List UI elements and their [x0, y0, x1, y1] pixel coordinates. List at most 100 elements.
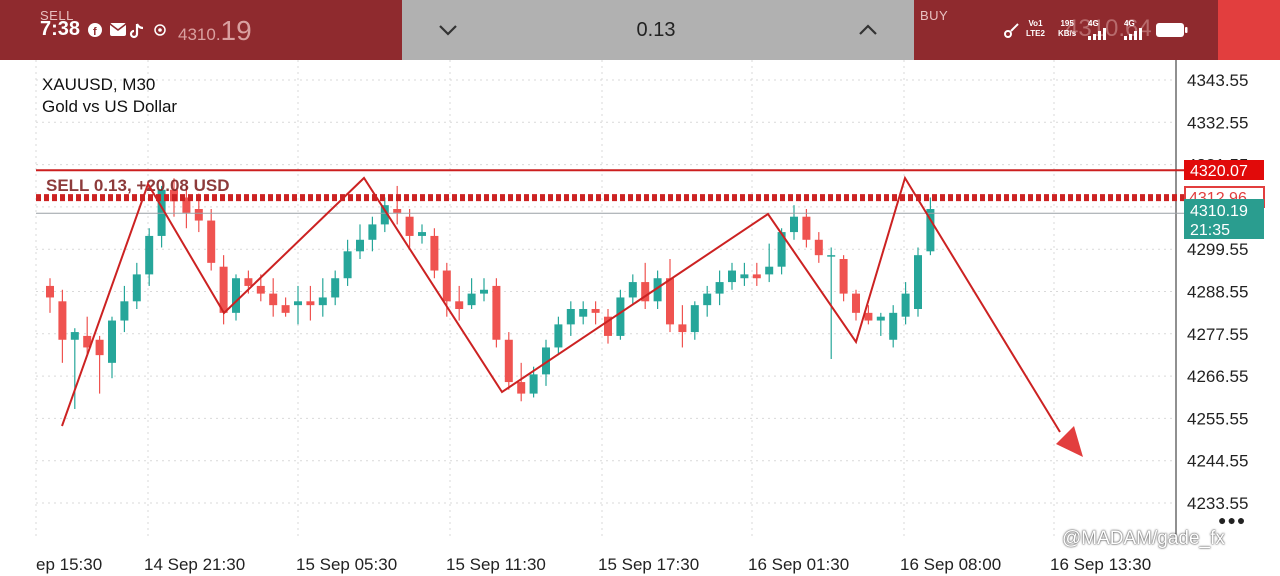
candle-body	[356, 239, 364, 252]
watermark: @MADAM/gade_fx	[1062, 528, 1225, 549]
resistance-tag-bg	[1184, 160, 1264, 180]
candle-body	[405, 216, 414, 236]
resistance-price-tag: 4320.07	[1190, 163, 1248, 180]
volume-selector	[402, 0, 914, 60]
candle-body	[926, 209, 935, 252]
tiktok-icon	[129, 23, 144, 39]
zigzag-drawing[interactable]	[61, 175, 1061, 433]
bar-countdown: 21:35	[1190, 222, 1230, 239]
price-axis-label: 4332.55	[1187, 113, 1248, 132]
candle-body	[765, 266, 774, 275]
candle-body	[294, 301, 302, 306]
candle-body	[108, 320, 116, 363]
candle-body	[666, 278, 674, 325]
candle-body	[529, 374, 538, 394]
volume-value[interactable]: 0.13	[636, 19, 676, 41]
candle-body	[752, 274, 761, 279]
candle-body	[256, 285, 265, 294]
candle-body	[368, 224, 377, 240]
candle-body	[232, 278, 240, 313]
volume-increase-button[interactable]	[848, 14, 888, 46]
settings-icon	[154, 24, 166, 36]
candle-body	[331, 278, 340, 298]
price-axis-label: 4244.55	[1187, 452, 1248, 471]
battery-icon	[1156, 23, 1188, 37]
price-axis-label: 4266.55	[1187, 367, 1248, 386]
status-icons: f	[88, 23, 166, 39]
buy-price: 4310.64	[1065, 15, 1152, 42]
signal-icon-2	[1124, 28, 1142, 40]
candle-body	[219, 266, 228, 313]
candle-body	[914, 255, 922, 309]
price-axis-label: 4277.55	[1187, 325, 1248, 344]
time-axis-label: 16 Sep 01:30	[748, 555, 849, 574]
time-axis-label: 15 Sep 05:30	[296, 555, 397, 574]
candle-body	[715, 282, 724, 294]
candle-body	[244, 278, 253, 286]
price-axis-label: 4288.55	[1187, 283, 1248, 302]
signal-4g-label-2: 4G	[1124, 19, 1135, 28]
sell-button[interactable]	[0, 0, 402, 60]
candle-body	[46, 285, 54, 298]
buy-button-edge[interactable]	[1218, 0, 1280, 60]
candle-body	[145, 235, 154, 275]
sell-price-main: 4310.	[178, 25, 221, 44]
sell-price: 4310.19	[178, 15, 252, 47]
candle-body	[852, 293, 860, 313]
candle-body	[480, 289, 488, 294]
candle-body	[554, 324, 563, 348]
candle-body	[207, 220, 216, 263]
time-axis-label: 16 Sep 13:30	[1050, 555, 1151, 574]
candle-body	[318, 297, 327, 306]
candle-body	[281, 305, 290, 313]
candle-body	[839, 259, 848, 294]
candle-body	[901, 293, 910, 317]
facebook-icon	[88, 23, 102, 37]
candle-body	[678, 324, 687, 333]
signal-4g-label-1: 4G	[1088, 19, 1099, 28]
candle-body	[728, 270, 736, 283]
candle-body	[343, 251, 352, 279]
svg-text:f: f	[93, 26, 97, 38]
candle-body	[306, 301, 315, 306]
time-axis-label: 14 Sep 21:30	[144, 555, 245, 574]
candle-body	[467, 293, 476, 306]
candle-body	[579, 308, 588, 317]
more-options-icon[interactable]: ●●●	[1218, 512, 1247, 528]
price-axis-label: 4343.55	[1187, 71, 1248, 90]
candle-body	[604, 316, 612, 336]
candle-body	[430, 235, 439, 271]
candle-body	[653, 278, 662, 302]
candle-body	[814, 239, 823, 256]
candle-body	[616, 297, 625, 336]
chevron-down-icon	[439, 25, 457, 36]
network-speed: 195 KB/s	[1058, 19, 1077, 38]
order-label[interactable]: SELL 0.13, +20.08 USD	[46, 176, 229, 195]
buy-label: BUY	[920, 8, 949, 23]
candle-body	[120, 301, 129, 321]
candle-body	[393, 209, 402, 213]
time-axis-label: 15 Sep 17:30	[598, 555, 699, 574]
candle-body	[269, 293, 278, 306]
candle-body	[777, 232, 786, 267]
signal-icon-1	[1088, 28, 1106, 40]
candle-body	[802, 216, 811, 240]
current-tag-bg	[1184, 199, 1264, 239]
trade-bar: SELL BUY 7:38 f 4310.19 0.13 4310.64 Vo1…	[0, 0, 1280, 60]
candle-body	[628, 282, 637, 298]
candle-body	[591, 308, 600, 313]
candle-body	[703, 293, 712, 306]
candle-body	[95, 339, 104, 356]
candle-body	[740, 274, 749, 279]
candle-body	[83, 335, 92, 348]
candle-body	[517, 382, 526, 394]
price-axis-label: 4299.55	[1187, 240, 1248, 259]
sell-price-pips: 19	[220, 15, 252, 46]
price-axis-label: 4255.55	[1187, 409, 1248, 428]
status-time: 7:38	[40, 18, 81, 40]
price-chart[interactable]: SELL 0.13, +20.08 USD 4343.554332.554321…	[0, 60, 1280, 576]
candle-body	[380, 205, 389, 225]
candle-body	[889, 312, 898, 340]
volume-decrease-button[interactable]	[428, 14, 468, 46]
time-axis: ep 15:30 14 Sep 21:30 15 Sep 05:30 15 Sep 1…	[36, 555, 1151, 574]
